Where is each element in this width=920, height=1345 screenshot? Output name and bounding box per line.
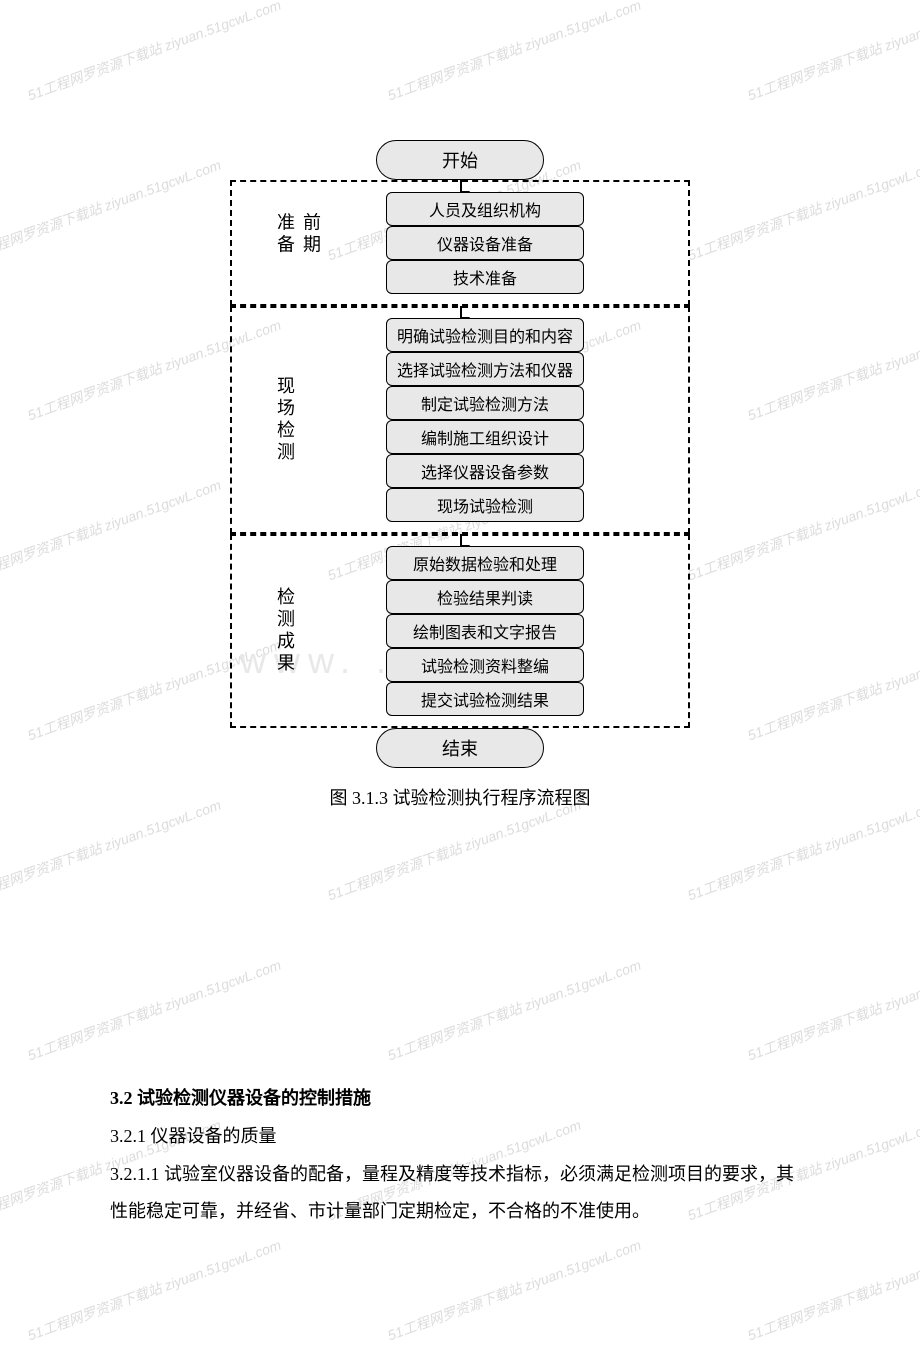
group-label: 检测成果 — [272, 587, 298, 675]
flowchart-step: 选择仪器设备参数 — [386, 454, 584, 488]
watermark: 51工程网罗资源下载站 ziyuan.51gcwL.com — [745, 0, 920, 105]
section-heading-3-2: 3.2 试验检测仪器设备的控制措施 — [110, 1080, 810, 1118]
body-text-block: 3.2 试验检测仪器设备的控制措施 3.2.1 仪器设备的质量 3.2.1.1 … — [110, 1080, 810, 1231]
watermark: 51工程网罗资源下载站 ziyuan.51gcwL.com — [25, 0, 284, 105]
flowchart-group-results: 检测成果 原始数据检验和处理 检验结果判读 绘制图表和文字报告 试验检测资料整编… — [230, 534, 690, 728]
flowchart-step: 绘制图表和文字报告 — [386, 614, 584, 648]
watermark: 51工程网罗资源下载站 ziyuan.51gcwL.com — [385, 0, 644, 105]
watermark: 51工程网罗资源下载站 ziyuan.51gcwL.com — [745, 955, 920, 1066]
watermark: 51工程网罗资源下载站 ziyuan.51gcwL.com — [745, 315, 920, 426]
flowchart-step: 试验检测资料整编 — [386, 648, 584, 682]
flowchart-step: 编制施工组织设计 — [386, 420, 584, 454]
paragraph-3-2-1-1: 3.2.1.1 试验室仪器设备的配备，量程及精度等技术指标，必须满足检测项目的要… — [110, 1156, 810, 1232]
document-page: 51工程网罗资源下载站 ziyuan.51gcwL.com 51工程网罗资源下载… — [0, 0, 920, 1302]
watermark: 51工程网罗资源下载站 ziyuan.51gcwL.com — [685, 475, 920, 586]
watermark: 51工程网罗资源下载站 ziyuan.51gcwL.com — [0, 475, 224, 586]
watermark: 51工程网罗资源下载站 ziyuan.51gcwL.com — [0, 155, 224, 266]
flowchart-step: 仪器设备准备 — [386, 226, 584, 260]
flowchart-step: 选择试验检测方法和仪器 — [386, 352, 584, 386]
section-heading-3-2-1: 3.2.1 仪器设备的质量 — [110, 1118, 810, 1156]
watermark: 51工程网罗资源下载站 ziyuan.51gcwL.com — [25, 1235, 284, 1345]
watermark: 51工程网罗资源下载站 ziyuan.51gcwL.com — [685, 155, 920, 266]
watermark: 51工程网罗资源下载站 ziyuan.51gcwL.com — [25, 955, 284, 1066]
flowchart-group-onsite: 现场检测 明确试验检测目的和内容 选择试验检测方法和仪器 制定试验检测方法 编制… — [230, 306, 690, 534]
watermark: 51工程网罗资源下载站 ziyuan.51gcwL.com — [685, 795, 920, 906]
flowchart-step: 明确试验检测目的和内容 — [386, 318, 584, 352]
group-label: 现场检测 — [272, 376, 298, 464]
watermark: 51工程网罗资源下载站 ziyuan.51gcwL.com — [325, 795, 584, 906]
flowchart-step: 制定试验检测方法 — [386, 386, 584, 420]
group-label: 前期准备 — [272, 213, 324, 274]
flowchart-start: 开始 — [376, 140, 544, 180]
flowchart-step: 技术准备 — [386, 260, 584, 294]
watermark: 51工程网罗资源下载站 ziyuan.51gcwL.com — [385, 1235, 644, 1345]
flowchart-step: 检验结果判读 — [386, 580, 584, 614]
flowchart-step: 原始数据检验和处理 — [386, 546, 584, 580]
flowchart: 开始 前期准备 人员及组织机构 仪器设备准备 技术准备 现场检测 明确试验检测目… — [230, 140, 690, 810]
watermark: 51工程网罗资源下载站 ziyuan.51gcwL.com — [385, 955, 644, 1066]
watermark: 51工程网罗资源下载站 ziyuan.51gcwL.com — [745, 635, 920, 746]
flowchart-end: 结束 — [376, 728, 544, 768]
figure-caption: 图 3.1.3 试验检测执行程序流程图 — [230, 784, 690, 810]
flowchart-step: 现场试验检测 — [386, 488, 584, 522]
flowchart-step: 提交试验检测结果 — [386, 682, 584, 716]
flowchart-step: 人员及组织机构 — [386, 192, 584, 226]
flowchart-group-prep: 前期准备 人员及组织机构 仪器设备准备 技术准备 — [230, 180, 690, 306]
watermark: 51工程网罗资源下载站 ziyuan.51gcwL.com — [0, 795, 224, 906]
watermark: 51工程网罗资源下载站 ziyuan.51gcwL.com — [745, 1235, 920, 1345]
